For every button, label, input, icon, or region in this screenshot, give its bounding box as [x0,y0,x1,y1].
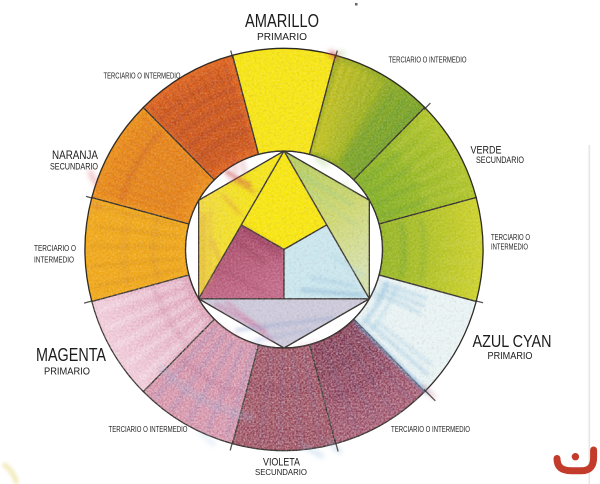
svg-text:AMARILLO: AMARILLO [245,10,319,31]
svg-text:PRIMARIO: PRIMARIO [488,350,533,362]
svg-text:SECUNDARIO: SECUNDARIO [255,467,307,477]
svg-text:TERCIARIO O: TERCIARIO O [34,244,76,253]
svg-text:TERCIARIO O INTERMEDIO: TERCIARIO O INTERMEDIO [104,72,181,81]
svg-text:PRIMARIO: PRIMARIO [257,31,307,43]
svg-text:MAGENTA: MAGENTA [36,344,107,365]
svg-text:INTERMEDIO: INTERMEDIO [34,256,74,265]
svg-text:VERDE: VERDE [471,145,502,157]
svg-text:TERCIARIO O INTERMEDIO: TERCIARIO O INTERMEDIO [389,56,467,65]
svg-text:VIOLETA: VIOLETA [263,457,301,469]
svg-text:NARANJA: NARANJA [52,148,98,162]
svg-text:TERCIARIO O INTERMEDIO: TERCIARIO O INTERMEDIO [109,425,188,434]
svg-text:TERCIARIO O: TERCIARIO O [491,233,530,242]
svg-text:SECUNDARIO: SECUNDARIO [50,162,98,173]
svg-text:INTERMEDIO: INTERMEDIO [491,243,528,252]
svg-text:PRIMARIO: PRIMARIO [44,366,90,378]
svg-text:SECUNDARIO: SECUNDARIO [476,155,524,165]
svg-text:AZUL CYAN: AZUL CYAN [473,331,552,351]
svg-text:TERCIARIO O INTERMEDIO: TERCIARIO O INTERMEDIO [391,425,470,434]
